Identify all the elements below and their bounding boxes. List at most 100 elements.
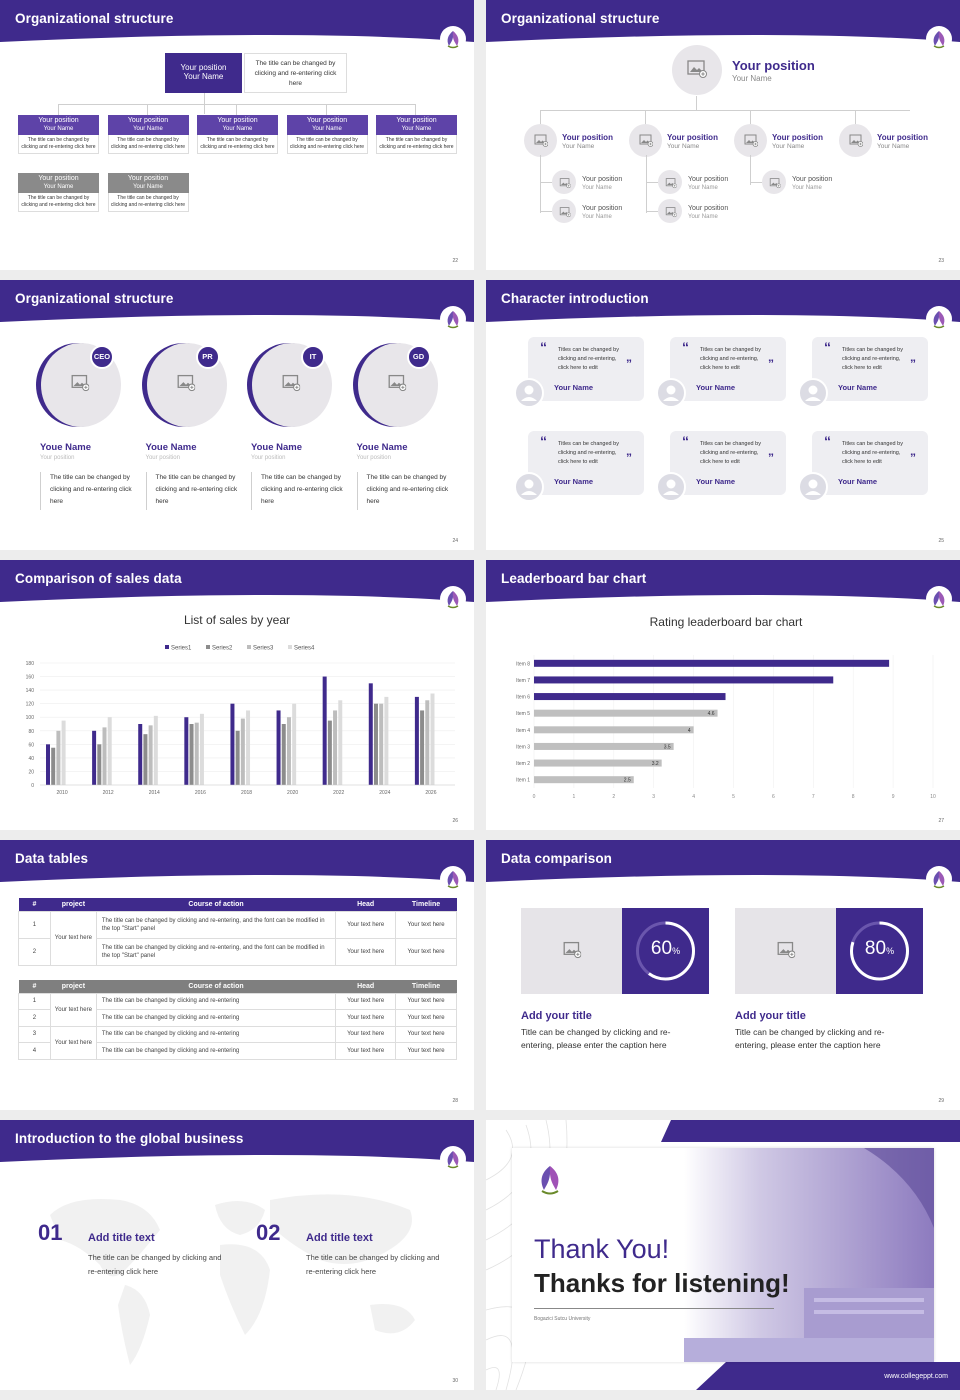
- person-description: The title can be changed by clicking and…: [261, 474, 343, 505]
- university-logo-icon: [534, 1162, 566, 1205]
- name: Your Name: [401, 126, 432, 132]
- column-header: Timeline: [395, 898, 457, 911]
- person-name: Youe Name: [40, 442, 92, 453]
- x-tick-label: 2022: [333, 790, 344, 796]
- role-badge: PR: [195, 345, 220, 369]
- item-title: Add your title: [521, 1010, 592, 1022]
- y-tick-label: Item 4: [516, 728, 530, 734]
- slide-title: Leaderboard bar chart: [501, 571, 647, 586]
- slide-22: Organizational structure Your position Y…: [0, 0, 474, 270]
- quote-open-icon: “: [824, 433, 831, 449]
- table-row: 2 The title can be changed by clicking an…: [18, 1009, 457, 1027]
- name: Your Name: [667, 143, 700, 150]
- head-cell: Your text here: [335, 1009, 397, 1027]
- table-row: 3 Your text here The title can be changed …: [18, 1025, 457, 1060]
- y-tick-label: 160: [26, 675, 35, 681]
- item-description: The title can be changed by clicking and…: [306, 1253, 440, 1276]
- quote-text: Titles can be changed by clicking and re…: [842, 347, 903, 371]
- testimonial-card: “ Titles can be changed by clicking and r…: [670, 337, 786, 401]
- chart-title: Rating leaderboard bar chart: [649, 615, 803, 629]
- item-title: Add title text: [306, 1232, 373, 1244]
- quote-close-icon: ”: [626, 357, 632, 371]
- person-name: Your Name: [838, 383, 878, 392]
- quote-text: Titles can be changed by clicking and re…: [700, 347, 761, 371]
- bar: [534, 742, 674, 750]
- slide-25: Character introduction “ Titles can be ch…: [486, 280, 960, 550]
- image-placeholder-icon: [665, 207, 677, 221]
- image-placeholder-icon: [282, 374, 301, 397]
- university-logo-icon: [440, 586, 466, 612]
- legend-label: Series4: [294, 646, 315, 652]
- role-badge: GD: [406, 345, 431, 369]
- website-link[interactable]: www.collegeppt.com: [884, 1373, 948, 1380]
- y-tick-label: 60: [28, 742, 34, 748]
- name: Your Name: [222, 126, 253, 132]
- bar: [56, 730, 61, 785]
- person-position: Your position: [251, 455, 286, 461]
- org-position-box: Your position Your Name The title can be c…: [107, 173, 189, 212]
- bar: [240, 718, 245, 785]
- y-tick-label: 80: [28, 729, 34, 735]
- row-number: 3: [18, 1025, 51, 1043]
- person-name: Your Name: [696, 383, 736, 392]
- x-tick-label: 2016: [195, 790, 206, 796]
- bar: [138, 724, 143, 785]
- head-cell: Your text here: [335, 1025, 397, 1043]
- person-position: Your position: [356, 455, 391, 461]
- course-of-action: The title can be changed by clicking and…: [95, 1009, 337, 1027]
- legend-label: Series1: [171, 646, 192, 652]
- image-placeholder-icon: [71, 374, 90, 397]
- slide-header: [0, 1120, 474, 1162]
- y-tick-label: 40: [28, 756, 34, 762]
- course-of-action: The title can be changed by clicking and…: [95, 1025, 337, 1043]
- x-tick-label: 8: [852, 794, 855, 800]
- org-box-header: Your position Your Name: [107, 173, 189, 193]
- page-number: 30: [452, 1378, 458, 1384]
- x-tick-label: 10: [930, 794, 936, 800]
- y-tick-label: Item 5: [516, 711, 530, 717]
- person-description: The title can be changed by clicking and…: [50, 474, 132, 505]
- university-logo-icon: [926, 586, 952, 612]
- timeline-cell: Your text here: [395, 1042, 457, 1060]
- y-tick-label: Item 6: [516, 695, 530, 701]
- position: Your position: [877, 133, 928, 142]
- testimonial-card: “ Titles can be changed by clicking and r…: [528, 337, 644, 401]
- role-badge: IT: [301, 345, 325, 369]
- x-tick-label: 2020: [287, 790, 298, 796]
- bar: [184, 717, 189, 785]
- table-row: 1 Your text here The title can be changed …: [18, 910, 457, 966]
- user-avatar-icon: [656, 472, 686, 502]
- quote-open-icon: “: [540, 339, 547, 355]
- slide-31-thank-you: Thank You! Thanks for listening! Bogazic…: [486, 1120, 960, 1390]
- course-of-action: The title can be changed by clicking and…: [95, 1042, 337, 1060]
- table-row: 4 The title can be changed by clicking an…: [18, 1042, 457, 1060]
- row-number: 2: [18, 1009, 51, 1027]
- bar: [199, 713, 204, 785]
- x-tick-label: 3: [652, 794, 655, 800]
- project-group: Your text here: [49, 992, 97, 1027]
- bar: [286, 717, 291, 785]
- course-of-action: The title can be changed by clicking and…: [95, 937, 337, 966]
- slide-title: Introduction to the global business: [15, 1131, 244, 1146]
- bar: [333, 710, 338, 785]
- person-name: Youe Name: [145, 442, 197, 453]
- slide-26: Comparison of sales data List of sales b…: [0, 560, 474, 830]
- bar: [61, 720, 66, 785]
- image-placeholder-icon: [665, 178, 677, 192]
- image-placeholder-icon: [559, 178, 571, 192]
- y-tick-label: Item 1: [516, 778, 530, 784]
- person-name: Your Name: [554, 477, 594, 486]
- item-title: Add title text: [88, 1232, 155, 1244]
- name: Your Name: [582, 185, 612, 191]
- university-logo-icon: [926, 26, 952, 52]
- org-box-header: Your position Your Name: [286, 115, 368, 135]
- bar: [92, 730, 97, 785]
- thank-you-card: Thank You! Thanks for listening! Bogazic…: [512, 1148, 934, 1362]
- bar: [414, 696, 419, 785]
- name: Your Name: [562, 143, 595, 150]
- position: Your position: [688, 205, 729, 212]
- org-box-header: Your position Your Name: [18, 115, 99, 135]
- quote-close-icon: ”: [910, 451, 916, 465]
- name: Your Name: [582, 214, 612, 220]
- user-avatar-icon: [514, 472, 544, 502]
